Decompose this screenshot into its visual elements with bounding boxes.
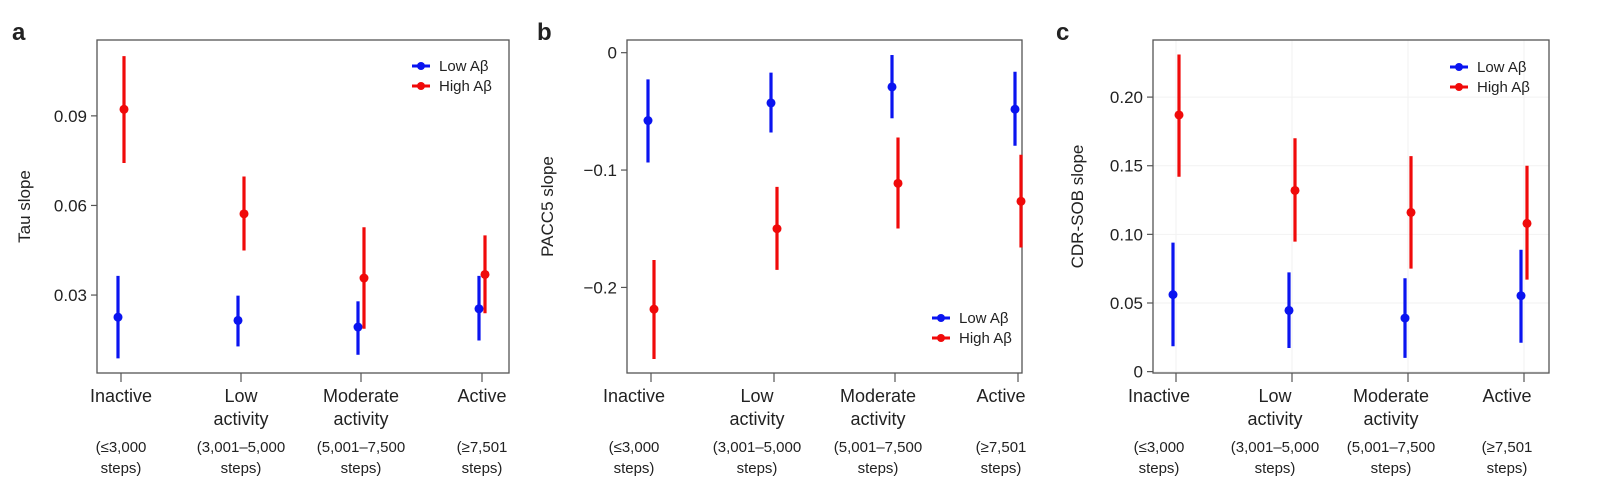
x-tick-sublabel: (≤3,000 bbox=[609, 439, 660, 456]
data-point bbox=[480, 269, 490, 279]
x-tick-sublabel: (5,001–7,500 bbox=[317, 439, 405, 456]
x-tick-label: activity bbox=[1247, 409, 1302, 429]
x-tick-label: Inactive bbox=[90, 386, 152, 406]
x-tick-label: Active bbox=[976, 386, 1025, 406]
x-tick-label: activity bbox=[850, 409, 905, 429]
data-point bbox=[1290, 185, 1300, 195]
x-tick-label: Low bbox=[224, 386, 258, 406]
legend-label: Low Aβ bbox=[439, 58, 489, 75]
data-point bbox=[119, 104, 129, 114]
panel-label: b bbox=[537, 19, 552, 46]
data-point bbox=[1406, 207, 1416, 217]
y-tick-label: 0 bbox=[1134, 363, 1143, 382]
x-tick-sublabel: steps) bbox=[221, 460, 262, 477]
data-point bbox=[887, 82, 897, 92]
x-tick-sublabel: (5,001–7,500 bbox=[834, 439, 922, 456]
x-tick-label: Active bbox=[1482, 386, 1531, 406]
data-point bbox=[233, 315, 243, 325]
x-tick-sublabel: steps) bbox=[1487, 460, 1528, 477]
x-tick-sublabel: steps) bbox=[858, 460, 899, 477]
y-tick-label: −0.1 bbox=[583, 161, 617, 180]
x-tick-label: activity bbox=[729, 409, 784, 429]
y-tick-label: 0.20 bbox=[1110, 88, 1143, 107]
x-tick-label: activity bbox=[1363, 409, 1418, 429]
y-tick-label: 0.15 bbox=[1110, 157, 1143, 176]
legend-label: High Aβ bbox=[439, 78, 492, 95]
legend-marker bbox=[1455, 83, 1463, 91]
x-tick-sublabel: steps) bbox=[1255, 460, 1296, 477]
x-tick-label: Active bbox=[457, 386, 506, 406]
data-point bbox=[113, 312, 123, 322]
x-tick-sublabel: (≥7,501 bbox=[1482, 439, 1533, 456]
data-point bbox=[1174, 110, 1184, 120]
x-tick-label: Moderate bbox=[323, 386, 399, 406]
data-point bbox=[359, 273, 369, 283]
x-tick-label: activity bbox=[333, 409, 388, 429]
legend-label: Low Aβ bbox=[1477, 59, 1527, 76]
data-point bbox=[1522, 218, 1532, 228]
x-tick-sublabel: (3,001–5,000 bbox=[197, 439, 285, 456]
x-tick-label: Inactive bbox=[603, 386, 665, 406]
x-tick-label: Inactive bbox=[1128, 386, 1190, 406]
legend-label: High Aβ bbox=[959, 330, 1012, 347]
x-tick-sublabel: (5,001–7,500 bbox=[1347, 439, 1435, 456]
x-tick-sublabel: (≤3,000 bbox=[1134, 439, 1185, 456]
data-point bbox=[772, 224, 782, 234]
x-tick-label: Low bbox=[740, 386, 774, 406]
x-tick-sublabel: (3,001–5,000 bbox=[1231, 439, 1319, 456]
y-tick-label: 0.09 bbox=[54, 107, 87, 126]
legend-label: High Aβ bbox=[1477, 79, 1530, 96]
legend-marker bbox=[1455, 63, 1463, 71]
x-tick-sublabel: steps) bbox=[341, 460, 382, 477]
data-point bbox=[643, 116, 653, 126]
x-tick-sublabel: (3,001–5,000 bbox=[713, 439, 801, 456]
x-tick-label: activity bbox=[213, 409, 268, 429]
x-tick-label: Low bbox=[1258, 386, 1292, 406]
panel-label: c bbox=[1056, 19, 1069, 46]
x-tick-label: Moderate bbox=[1353, 386, 1429, 406]
plot-frame bbox=[1152, 39, 1550, 374]
data-point bbox=[353, 322, 363, 332]
legend-marker bbox=[937, 314, 945, 322]
x-tick-sublabel: steps) bbox=[1139, 460, 1180, 477]
y-tick-label: 0 bbox=[608, 44, 617, 63]
legend-marker bbox=[417, 62, 425, 70]
data-point bbox=[1516, 291, 1526, 301]
data-point bbox=[239, 209, 249, 219]
y-tick-label: 0.05 bbox=[1110, 294, 1143, 313]
y-axis-title: PACC5 slope bbox=[538, 156, 557, 257]
x-tick-label: Moderate bbox=[840, 386, 916, 406]
y-tick-label: 0.03 bbox=[54, 286, 87, 305]
panel-label: a bbox=[12, 19, 26, 46]
data-point bbox=[766, 98, 776, 108]
data-point bbox=[1016, 196, 1026, 206]
data-point bbox=[1010, 104, 1020, 114]
x-tick-sublabel: steps) bbox=[1371, 460, 1412, 477]
plot-frame bbox=[96, 39, 510, 374]
data-point bbox=[1284, 305, 1294, 315]
data-point bbox=[893, 178, 903, 188]
y-tick-label: −0.2 bbox=[583, 278, 617, 297]
data-point bbox=[474, 304, 484, 314]
legend-label: Low Aβ bbox=[959, 310, 1009, 327]
x-tick-sublabel: steps) bbox=[737, 460, 778, 477]
x-tick-sublabel: steps) bbox=[101, 460, 142, 477]
x-tick-sublabel: steps) bbox=[614, 460, 655, 477]
legend-marker bbox=[417, 82, 425, 90]
x-tick-sublabel: steps) bbox=[981, 460, 1022, 477]
x-tick-sublabel: (≤3,000 bbox=[96, 439, 147, 456]
y-axis-title: Tau slope bbox=[15, 170, 34, 243]
legend-marker bbox=[937, 334, 945, 342]
y-axis-title: CDR-SOB slope bbox=[1068, 145, 1087, 269]
data-point bbox=[649, 304, 659, 314]
x-tick-sublabel: steps) bbox=[462, 460, 503, 477]
data-point bbox=[1400, 313, 1410, 323]
x-tick-sublabel: (≥7,501 bbox=[976, 439, 1027, 456]
x-tick-sublabel: (≥7,501 bbox=[457, 439, 508, 456]
data-point bbox=[1168, 290, 1178, 300]
y-tick-label: 0.06 bbox=[54, 196, 87, 215]
y-tick-label: 0.10 bbox=[1110, 225, 1143, 244]
